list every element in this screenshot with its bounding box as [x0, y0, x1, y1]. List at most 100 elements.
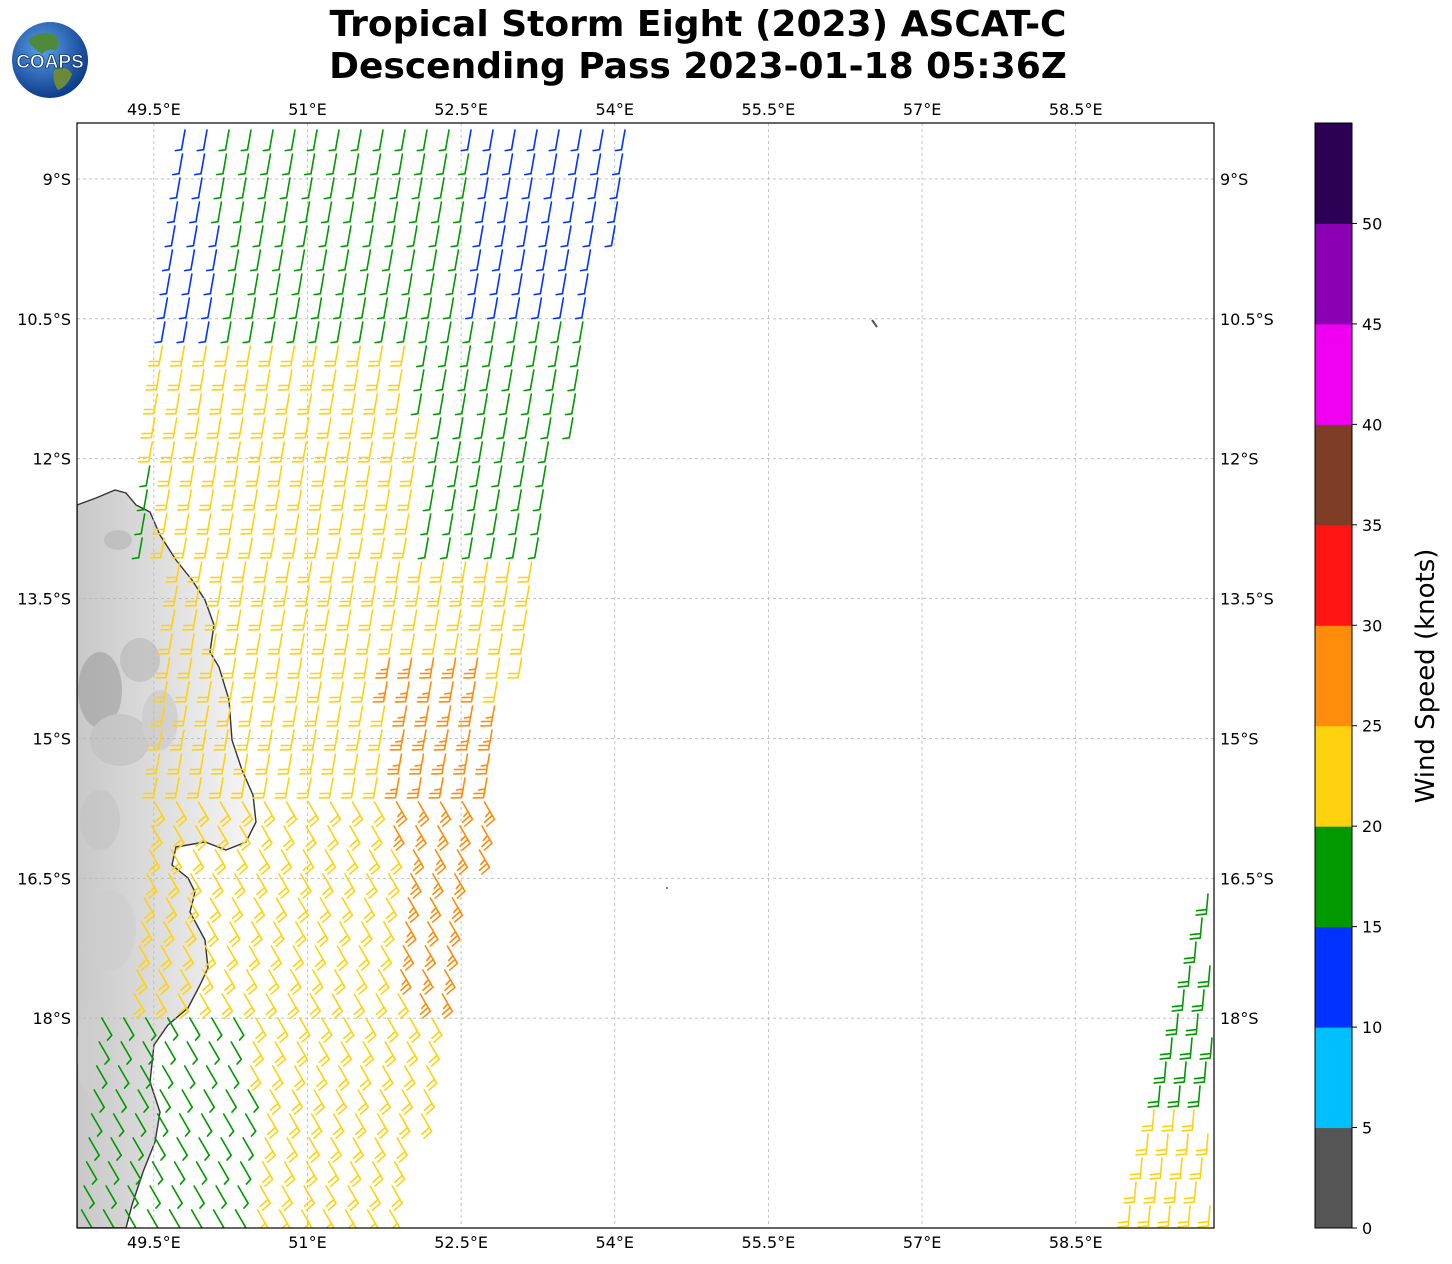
wind-barb: [308, 489, 325, 511]
wind-barb: [303, 153, 316, 176]
wind-barb: [251, 921, 263, 947]
wind-barb: [391, 153, 404, 176]
axis-ticks: 49.5°E 49.5°E 51°E 51°E 52.5°E 52.5°E 54°E 54°E…: [17, 100, 1274, 1252]
wind-barb: [149, 537, 165, 559]
lat-tick-label-left: 12°S: [32, 450, 71, 469]
wind-barb: [377, 465, 393, 487]
wind-barb: [344, 1209, 357, 1228]
wind-barb: [464, 297, 477, 320]
wind-barb: [315, 1065, 328, 1091]
wind-barb: [408, 1017, 421, 1043]
wind-barb: [156, 297, 169, 320]
wind-barb: [350, 129, 362, 152]
wind-barb: [486, 297, 499, 320]
wind-barb: [332, 297, 345, 320]
wind-barb: [388, 873, 400, 899]
wind-barb: [98, 1041, 111, 1065]
wind-barb: [538, 225, 550, 248]
wind-barb: [548, 129, 560, 152]
wind-barb: [317, 921, 329, 947]
wind-barb: [432, 393, 445, 416]
wind-barb: [222, 1113, 235, 1137]
wind-barb: [479, 369, 491, 392]
wind-barb: [584, 201, 597, 224]
wind-barb: [413, 369, 425, 392]
wind-barb: [362, 225, 374, 248]
wind-barb: [504, 129, 516, 152]
wind-barb: [195, 1161, 208, 1185]
wind-barb: [1189, 917, 1203, 940]
wind-barb: [569, 345, 582, 368]
wind-barb: [371, 825, 383, 851]
wind-barb: [446, 609, 462, 631]
wind-barb: [411, 177, 423, 200]
wind-barb: [286, 321, 298, 344]
lon-tick-label-bottom: 51°E: [288, 1233, 326, 1252]
wind-barb: [210, 1017, 223, 1041]
wind-barb: [1153, 1061, 1167, 1084]
wind-barb: [175, 801, 188, 827]
wind-barb: [343, 369, 359, 391]
wind-barb: [520, 393, 533, 416]
wind-barb: [296, 225, 308, 248]
wind-barb: [582, 225, 594, 248]
wind-barb: [410, 393, 423, 416]
wind-barb: [201, 465, 217, 487]
wind-barb: [250, 417, 266, 439]
wind-barb: [142, 777, 158, 799]
wind-barb: [1163, 1181, 1177, 1204]
wind-barb: [364, 1017, 377, 1043]
wind-barb: [406, 1041, 419, 1067]
colorbar-tick-label: 25: [1362, 717, 1382, 736]
lon-tick-label-bottom: 54°E: [596, 1233, 634, 1252]
wind-barb: [377, 969, 390, 995]
wind-barb: [527, 537, 539, 560]
wind-barb: [248, 945, 261, 971]
wind-barb: [159, 1089, 171, 1113]
colorbar-segment: [1315, 424, 1352, 526]
wind-barb: [425, 249, 438, 272]
wind-barb: [141, 921, 153, 947]
wind-barb: [406, 777, 422, 799]
wind-barb: [614, 129, 626, 152]
wind-barb: [1123, 1181, 1137, 1204]
wind-barb: [362, 777, 378, 799]
wind-barb: [271, 1065, 284, 1091]
lon-tick-label-bottom: 52.5°E: [434, 1233, 488, 1252]
wind-barb: [401, 1089, 414, 1115]
wind-barb: [261, 825, 273, 851]
wind-barb: [232, 201, 245, 224]
wind-barb: [313, 273, 325, 296]
wind-barb: [314, 609, 330, 631]
wind-barb: [228, 585, 244, 607]
wind-barb: [397, 993, 410, 1019]
wind-barb: [385, 561, 401, 583]
wind-barb: [479, 153, 492, 176]
wind-barb: [428, 1041, 441, 1067]
wind-barb: [552, 297, 565, 320]
wind-barb: [166, 1017, 179, 1041]
wind-barb: [430, 201, 443, 224]
wind-barb: [313, 441, 330, 463]
globe-logo-icon: COAPS: [12, 22, 88, 98]
wind-barb: [320, 201, 333, 224]
wind-barb: [145, 369, 161, 391]
wind-barb: [427, 921, 439, 947]
wind-barb: [430, 417, 442, 440]
wind-barb: [174, 129, 186, 152]
wind-barb: [587, 177, 599, 200]
wind-barb: [498, 393, 511, 416]
wind-barb: [105, 1185, 117, 1209]
wind-barb: [240, 129, 252, 152]
wind-barb: [518, 201, 531, 224]
lat-tick-label-left: 18°S: [32, 1009, 71, 1028]
wind-barb: [242, 321, 254, 344]
wind-barb: [481, 345, 494, 368]
wind-barb: [327, 1161, 340, 1187]
wind-barb: [205, 1065, 218, 1089]
wind-barb: [183, 1065, 196, 1089]
wind-barb: [418, 321, 430, 344]
wind-barb: [1167, 1085, 1181, 1108]
wind-barb: [269, 441, 286, 463]
wind-barb: [333, 633, 349, 655]
